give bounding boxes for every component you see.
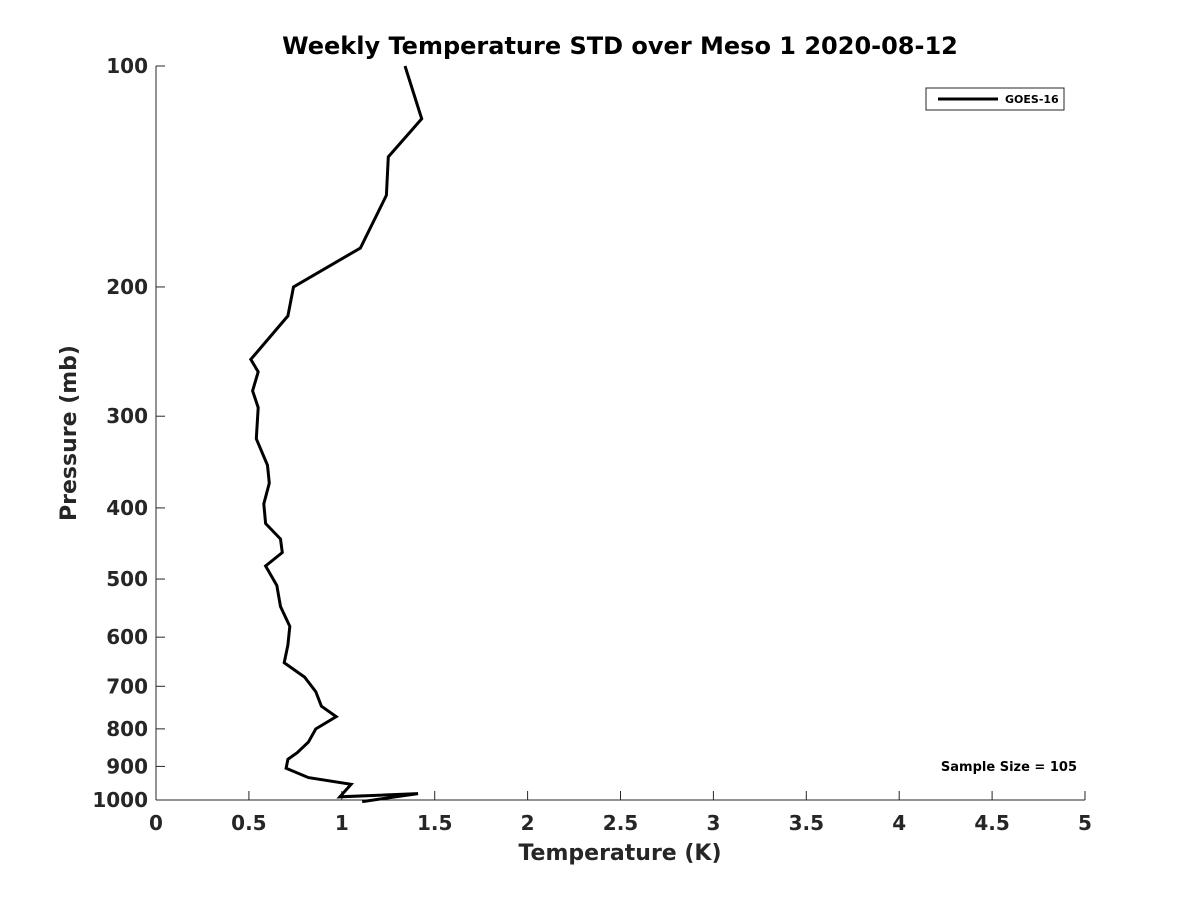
legend-label-goes-16: GOES-16	[1005, 93, 1059, 106]
x-tick-label: 3	[706, 811, 720, 835]
y-tick-label: 900	[106, 754, 148, 778]
x-tick-label: 5	[1078, 811, 1092, 835]
series-layer	[248, 65, 424, 804]
chart-title: Weekly Temperature STD over Meso 1 2020-…	[282, 32, 958, 60]
x-tick-label: 0	[149, 811, 163, 835]
y-ticks: 100 200 300 400 500 600 700 800 900 1000	[92, 54, 165, 812]
x-tick-label: 2.5	[603, 811, 638, 835]
y-axis-label: Pressure (mb)	[57, 345, 82, 521]
legend: GOES-16	[925, 87, 1065, 111]
y-tick-label: 500	[106, 567, 148, 591]
y-tick-label: 100	[106, 54, 148, 78]
x-tick-label: 4.5	[974, 811, 1009, 835]
y-tick-label: 800	[106, 717, 148, 741]
x-tick-label: 0.5	[231, 811, 266, 835]
x-axis-label: Temperature (K)	[518, 841, 721, 866]
x-tick-label: 4	[892, 811, 906, 835]
sample-size-annotation: Sample Size = 105	[941, 760, 1077, 775]
y-tick-label: 1000	[92, 788, 148, 812]
axes	[155, 66, 1085, 801]
x-tick-label: 2	[521, 811, 535, 835]
series-line-goes-16	[248, 65, 424, 804]
y-tick-label: 300	[106, 404, 148, 428]
x-ticks: 0 0.5 1 1.5 2 2.5 3 3.5 4 4.5 5	[149, 791, 1092, 835]
y-tick-label: 700	[106, 674, 148, 698]
x-tick-label: 1	[335, 811, 349, 835]
y-tick-label: 200	[106, 275, 148, 299]
x-tick-label: 1.5	[417, 811, 452, 835]
x-tick-label: 3.5	[789, 811, 824, 835]
y-tick-label: 400	[106, 496, 148, 520]
y-tick-label: 600	[106, 625, 148, 649]
